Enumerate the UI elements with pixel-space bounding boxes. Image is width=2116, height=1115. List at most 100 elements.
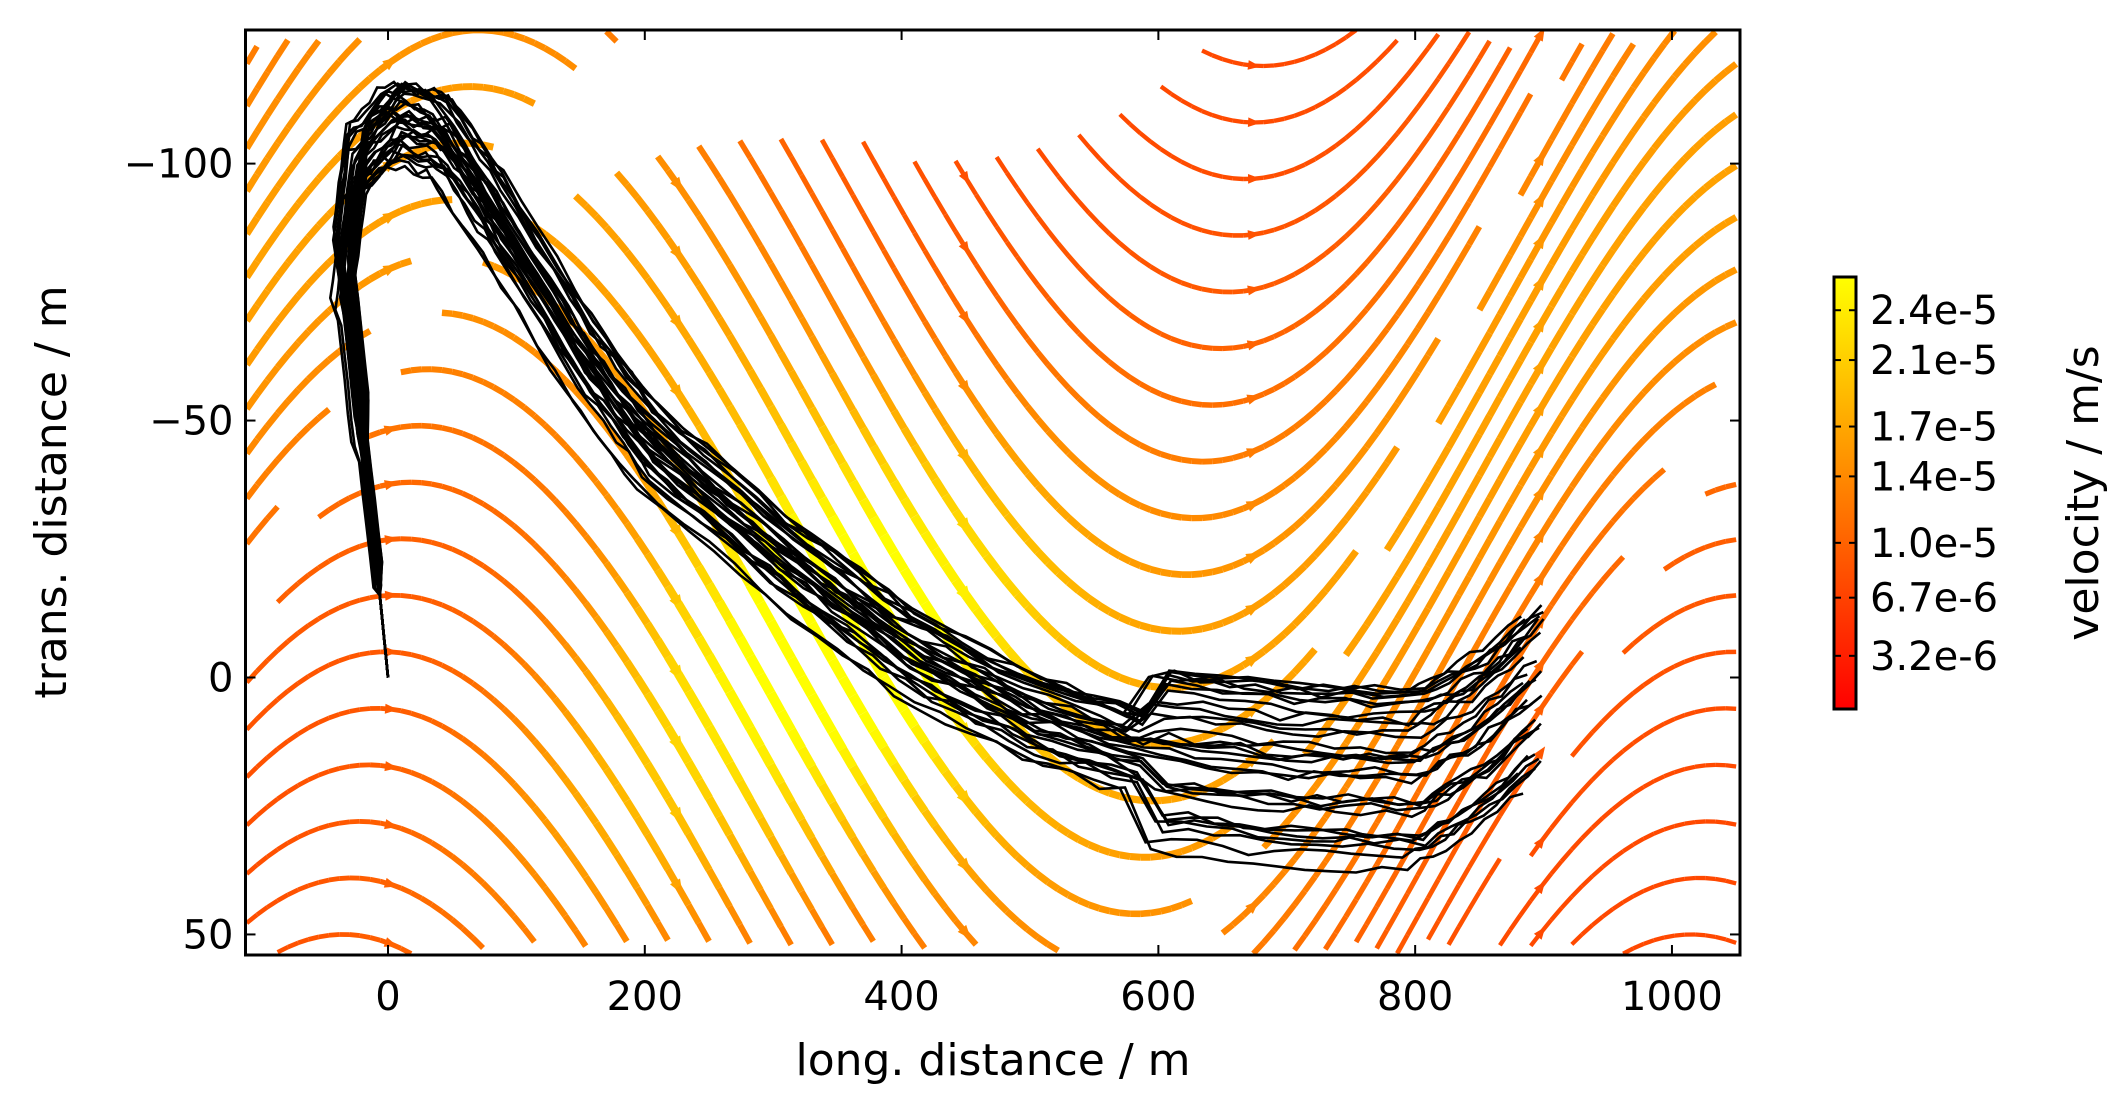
streamline-segment (1579, 455, 1595, 474)
streamline-segment (1035, 215, 1050, 232)
streamline-segment (1056, 242, 1071, 258)
streamline-segment (441, 425, 453, 433)
streamline-segment (644, 208, 661, 227)
streamline-segment (1538, 691, 1554, 710)
streamline-segment (787, 799, 806, 823)
streamline-segment (1322, 529, 1339, 547)
plot-frame (244, 28, 1742, 957)
streamline-segment (1610, 368, 1626, 386)
streamline-segment (501, 771, 517, 787)
streamline-segment (1570, 932, 1584, 946)
streamline-segment (1724, 266, 1738, 278)
streamline-segment (1611, 749, 1625, 762)
streamline-segment (1395, 73, 1410, 89)
streamline-segment (1149, 326, 1163, 337)
streamline-segment (592, 751, 610, 772)
streamline-segment (972, 742, 990, 761)
streamline-segment (1640, 101, 1657, 120)
streamline-segment (1724, 214, 1738, 227)
streamline-segment (1662, 409, 1677, 423)
streamline-segment (829, 871, 846, 893)
streamline-segment (421, 422, 432, 430)
streamline-segment (1119, 851, 1131, 860)
streamline-segment (1415, 267, 1431, 287)
streamline-segment (1661, 120, 1678, 138)
streamline-segment (522, 95, 536, 107)
streamline-segment (1004, 445, 1020, 463)
streamline-segment (1642, 884, 1655, 893)
streamline-segment (786, 727, 806, 751)
streamline-segment (757, 244, 774, 266)
streamline-segment (1549, 677, 1564, 695)
streamline-segment (1404, 370, 1421, 390)
streamline-segment (1446, 46, 1461, 65)
streamline-segment (1354, 307, 1369, 324)
streamline-segment (1600, 519, 1616, 536)
streamline-segment (1455, 574, 1472, 597)
streamline-segment (369, 876, 381, 884)
streamline-segment (910, 723, 929, 745)
streamline-segment (1343, 272, 1358, 287)
streamline-segment (276, 639, 290, 653)
streamline-segment (1281, 621, 1297, 637)
streamline-segment (613, 371, 630, 389)
streamline-segment (369, 935, 381, 943)
streamline-segment (572, 859, 589, 879)
streamline-segment (1005, 171, 1020, 190)
streamline-segment (1322, 436, 1338, 452)
streamline-segment (552, 630, 568, 647)
streamline-segment (328, 820, 340, 828)
streamline-segment (410, 770, 423, 779)
streamline-segment (1374, 372, 1390, 391)
streamline-segment (1631, 438, 1646, 454)
streamline-segment (1211, 566, 1224, 576)
streamline-segment (1404, 666, 1421, 688)
streamline-segment (1517, 465, 1534, 488)
streamline-segment (254, 378, 270, 397)
streamline-segment (1024, 404, 1041, 422)
streamline-segment (255, 805, 269, 818)
streamline-segment (1570, 789, 1584, 805)
streamline-segment (1580, 923, 1594, 936)
streamline-segment (1622, 894, 1635, 905)
streamline-segment (1087, 145, 1101, 160)
streamline-segment (1424, 463, 1442, 485)
streamline-segment (1181, 514, 1192, 522)
streamline-segment (797, 674, 817, 698)
streamline-segment (1404, 624, 1421, 646)
streamline-segment (410, 200, 423, 211)
streamline-segment (1292, 417, 1307, 430)
streamline-segment (1465, 432, 1483, 455)
streamline-segment (1414, 353, 1431, 374)
streamline-segment (963, 930, 979, 947)
streamline-segment (420, 36, 433, 47)
streamline-segment (1170, 276, 1183, 285)
streamline-segment (1385, 132, 1399, 148)
streamline-segment (254, 516, 270, 533)
streamline-segment (1024, 537, 1041, 555)
streamline-segment (1271, 916, 1287, 933)
streamline-segment (880, 815, 898, 836)
streamline-segment (1273, 170, 1285, 178)
streamline-segment (511, 716, 527, 732)
streamline-segment (1445, 593, 1462, 615)
streamline-segment (1611, 900, 1625, 911)
streamline-segment (1713, 69, 1729, 84)
streamline-segment (1435, 528, 1452, 551)
streamline-segment (420, 654, 433, 664)
streamline-segment (1302, 457, 1318, 472)
streamline-segment (1405, 283, 1421, 302)
streamline-segment (839, 889, 856, 910)
streamline-segment (1630, 70, 1647, 90)
streamline-segment (1034, 614, 1051, 631)
streamline-segment (431, 423, 443, 431)
streamline-segment (481, 501, 495, 513)
streamline-segment (1404, 540, 1421, 562)
streamline-segment (634, 536, 651, 556)
streamline-segment (788, 226, 804, 248)
streamline-segment (1725, 763, 1737, 769)
streamline-segment (593, 547, 609, 565)
streamline-segment (1086, 595, 1102, 609)
streamline-segment (1683, 549, 1697, 559)
streamline-segment (461, 490, 474, 501)
